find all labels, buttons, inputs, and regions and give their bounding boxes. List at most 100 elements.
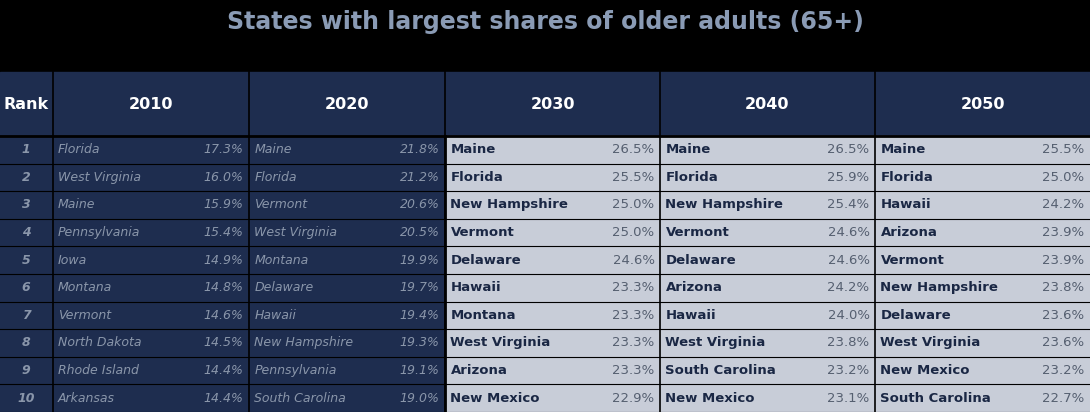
Text: West Virginia: West Virginia xyxy=(450,337,550,349)
Text: 14.4%: 14.4% xyxy=(204,364,243,377)
Bar xyxy=(445,191,1090,219)
Text: Montana: Montana xyxy=(450,309,516,322)
Text: 24.0%: 24.0% xyxy=(827,309,870,322)
Text: Hawaii: Hawaii xyxy=(450,281,501,294)
Text: Delaware: Delaware xyxy=(881,309,952,322)
Text: 19.4%: 19.4% xyxy=(400,309,439,322)
Text: 23.9%: 23.9% xyxy=(1042,226,1085,239)
Text: Maine: Maine xyxy=(666,143,711,156)
Text: 7: 7 xyxy=(22,309,31,322)
Text: New Hampshire: New Hampshire xyxy=(450,199,568,211)
Text: 2020: 2020 xyxy=(325,96,370,112)
Text: Rank: Rank xyxy=(3,96,49,112)
Text: South Carolina: South Carolina xyxy=(881,392,991,405)
Text: Vermont: Vermont xyxy=(254,199,307,211)
Text: Pennsylvania: Pennsylvania xyxy=(254,364,337,377)
Text: 16.0%: 16.0% xyxy=(204,171,243,184)
Bar xyxy=(0,302,445,329)
Bar xyxy=(0,164,445,191)
Text: Maine: Maine xyxy=(881,143,925,156)
Text: Hawaii: Hawaii xyxy=(666,309,716,322)
Bar xyxy=(0,246,445,274)
Text: 20.6%: 20.6% xyxy=(400,199,439,211)
Text: 6: 6 xyxy=(22,281,31,294)
Text: 24.6%: 24.6% xyxy=(613,254,655,267)
Text: South Carolina: South Carolina xyxy=(254,392,346,405)
Text: 19.3%: 19.3% xyxy=(400,337,439,349)
Text: 10: 10 xyxy=(17,392,35,405)
Text: 19.0%: 19.0% xyxy=(400,392,439,405)
Bar xyxy=(445,246,1090,274)
Bar xyxy=(445,136,1090,164)
Text: 25.0%: 25.0% xyxy=(613,226,655,239)
Text: Florida: Florida xyxy=(666,171,718,184)
Text: Vermont: Vermont xyxy=(666,226,729,239)
Text: 23.3%: 23.3% xyxy=(613,281,655,294)
Text: 26.5%: 26.5% xyxy=(613,143,655,156)
Text: New Hampshire: New Hampshire xyxy=(881,281,998,294)
Text: 3: 3 xyxy=(22,199,31,211)
Bar xyxy=(445,384,1090,412)
Text: West Virginia: West Virginia xyxy=(666,337,765,349)
Bar xyxy=(0,274,445,302)
Text: 26.5%: 26.5% xyxy=(827,143,870,156)
Text: Florida: Florida xyxy=(58,143,100,156)
Bar xyxy=(445,164,1090,191)
Text: 1: 1 xyxy=(22,143,31,156)
Text: 23.6%: 23.6% xyxy=(1042,337,1085,349)
Text: 2010: 2010 xyxy=(129,96,173,112)
Text: Montana: Montana xyxy=(254,254,308,267)
Text: New Hampshire: New Hampshire xyxy=(666,199,784,211)
Text: Rhode Island: Rhode Island xyxy=(58,364,138,377)
Text: Arizona: Arizona xyxy=(450,364,507,377)
Text: 24.2%: 24.2% xyxy=(827,281,870,294)
Text: 23.2%: 23.2% xyxy=(1042,364,1085,377)
Text: 22.7%: 22.7% xyxy=(1042,392,1085,405)
Text: New Mexico: New Mexico xyxy=(450,392,540,405)
Bar xyxy=(445,302,1090,329)
Text: Vermont: Vermont xyxy=(450,226,514,239)
Text: New Mexico: New Mexico xyxy=(881,364,970,377)
Text: 2: 2 xyxy=(22,171,31,184)
Text: 25.5%: 25.5% xyxy=(1042,143,1085,156)
Bar xyxy=(0,329,445,357)
Text: 15.4%: 15.4% xyxy=(204,226,243,239)
Text: New Hampshire: New Hampshire xyxy=(254,337,353,349)
Bar xyxy=(0,191,445,219)
Text: 23.2%: 23.2% xyxy=(827,364,870,377)
Text: 20.5%: 20.5% xyxy=(400,226,439,239)
Text: Vermont: Vermont xyxy=(881,254,944,267)
Text: Maine: Maine xyxy=(58,199,96,211)
Text: Florida: Florida xyxy=(254,171,296,184)
Text: 25.9%: 25.9% xyxy=(827,171,870,184)
Text: 14.5%: 14.5% xyxy=(204,337,243,349)
Text: 23.8%: 23.8% xyxy=(1042,281,1085,294)
Text: Florida: Florida xyxy=(881,171,933,184)
Text: 14.4%: 14.4% xyxy=(204,392,243,405)
Text: 23.8%: 23.8% xyxy=(827,337,870,349)
Bar xyxy=(445,274,1090,302)
Bar xyxy=(445,219,1090,246)
Text: 24.6%: 24.6% xyxy=(827,226,870,239)
Text: Hawaii: Hawaii xyxy=(881,199,931,211)
Bar xyxy=(445,357,1090,384)
Text: 24.2%: 24.2% xyxy=(1042,199,1085,211)
Text: States with largest shares of older adults (65+): States with largest shares of older adul… xyxy=(227,10,863,34)
Text: 14.6%: 14.6% xyxy=(204,309,243,322)
Text: 14.9%: 14.9% xyxy=(204,254,243,267)
Text: Vermont: Vermont xyxy=(58,309,111,322)
Text: Arkansas: Arkansas xyxy=(58,392,114,405)
Bar xyxy=(0,357,445,384)
Text: 2040: 2040 xyxy=(746,96,790,112)
Text: Florida: Florida xyxy=(450,171,504,184)
Text: 4: 4 xyxy=(22,226,31,239)
Text: Arizona: Arizona xyxy=(881,226,937,239)
Text: 9: 9 xyxy=(22,364,31,377)
Text: West Virginia: West Virginia xyxy=(881,337,981,349)
Text: New Mexico: New Mexico xyxy=(666,392,755,405)
Text: 23.3%: 23.3% xyxy=(613,364,655,377)
Text: 17.3%: 17.3% xyxy=(204,143,243,156)
Text: 21.8%: 21.8% xyxy=(400,143,439,156)
Text: 15.9%: 15.9% xyxy=(204,199,243,211)
Text: Delaware: Delaware xyxy=(450,254,521,267)
